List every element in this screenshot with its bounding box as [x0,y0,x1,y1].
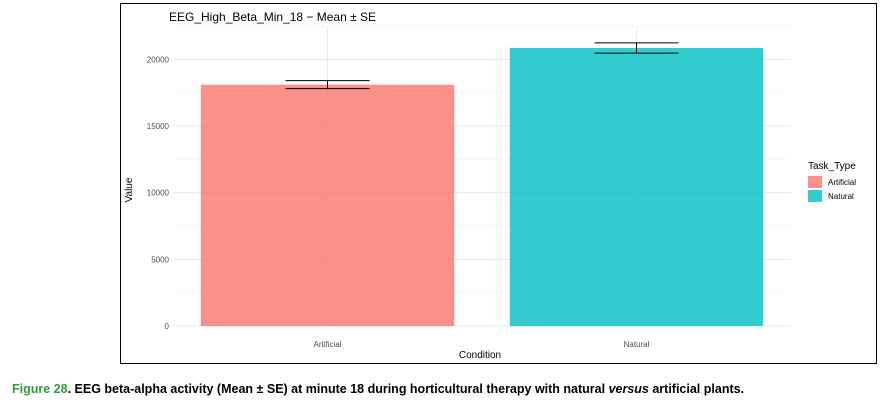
y-tick-label: 20000 [147,55,170,64]
caption-text-before: . EEG beta-alpha activity (Mean ± SE) at… [67,382,609,396]
x-axis-title: Condition [459,350,501,361]
y-tick-labels: 0 5000 10000 15000 20000 [147,55,170,331]
legend-title: Task_Type [808,161,856,172]
y-tick-label: 5000 [151,255,169,264]
bar-chart: 0 5000 10000 15000 20000 Artificial Natural E… [124,10,856,361]
x-tick-label-artificial: Artificial [313,340,341,349]
x-tick-label-natural: Natural [624,340,650,349]
y-tick-label: 10000 [147,189,170,198]
caption-italic: versus [608,382,649,396]
legend-item-artificial: Artificial [808,176,856,188]
figure-caption: Figure 28. EEG beta-alpha activity (Mean… [12,382,882,396]
y-tick-label: 15000 [147,122,170,131]
legend: Task_Type Artificial Natural [808,161,856,202]
legend-item-natural: Natural [808,190,854,202]
y-tick-label: 0 [165,322,170,331]
bar-artificial [200,84,455,327]
bars [200,48,764,327]
error-bar-artificial [285,80,370,90]
bar-natural [509,48,764,326]
legend-swatch [808,190,822,202]
error-bars [285,42,679,90]
caption-figure-label: Figure 28 [12,382,68,396]
x-tick-labels: Artificial Natural [313,340,649,349]
legend-swatch [808,176,822,188]
legend-label: Natural [828,192,854,201]
chart-frame: 0 5000 10000 15000 20000 Artificial Natural E… [120,3,877,364]
y-axis-title: Value [124,177,135,202]
error-bar-natural [594,42,679,54]
legend-label: Artificial [828,178,856,187]
chart-title: EEG_High_Beta_Min_18 − Mean ± SE [169,10,376,24]
caption-text-after: artificial plants. [648,382,745,396]
